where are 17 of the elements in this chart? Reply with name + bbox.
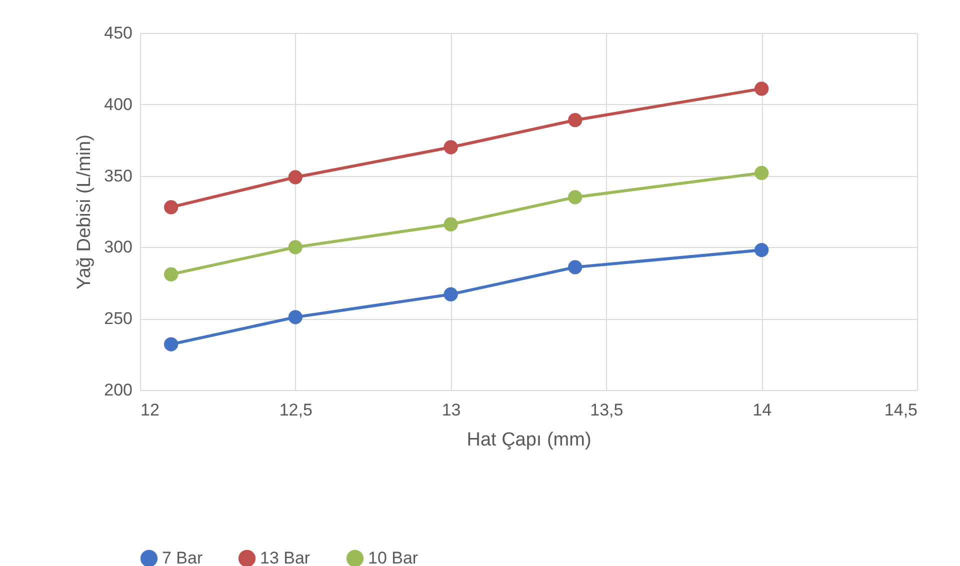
y-axis-title: Yağ Debisi (L/min) xyxy=(74,134,96,290)
x-tick-label: 13,5 xyxy=(590,400,624,420)
x-tick-label: 14,5 xyxy=(884,400,918,420)
x-tick-label: 14 xyxy=(752,400,772,420)
legend-label: 13 Bar xyxy=(260,548,310,566)
y-tick-label: 400 xyxy=(104,94,132,114)
x-tick-label: 12 xyxy=(140,400,160,420)
x-axis-title: Hat Çapı (mm) xyxy=(466,430,592,450)
x-tick-label: 12,5 xyxy=(279,400,312,420)
legend-label: 10 Bar xyxy=(368,548,418,566)
y-tick-label: 450 xyxy=(104,24,132,42)
x-tick-label: 13 xyxy=(442,400,461,420)
y-tick-label: 350 xyxy=(104,166,132,186)
y-tick-label: 300 xyxy=(104,238,132,257)
y-tick-label: 250 xyxy=(104,309,132,328)
legend-label: 7 Bar xyxy=(162,548,203,566)
y-tick-label: 200 xyxy=(104,380,132,400)
